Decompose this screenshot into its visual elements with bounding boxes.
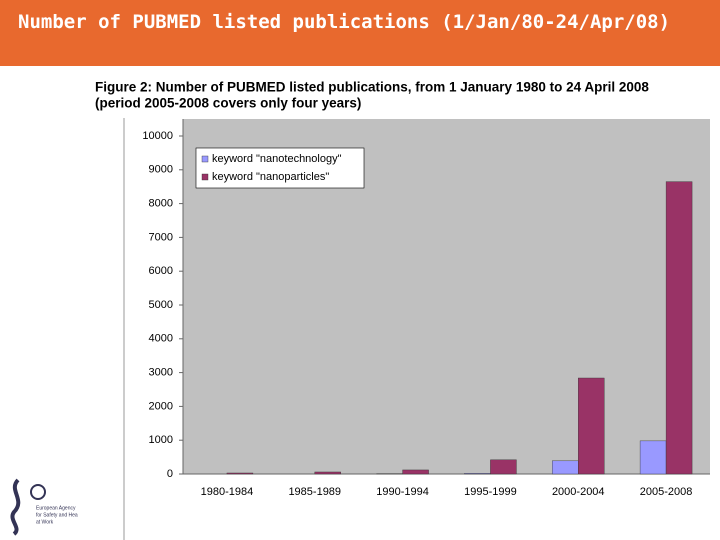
y-tick-label: 4000 [149, 333, 173, 345]
bar [402, 469, 429, 475]
y-tick-label: 0 [167, 468, 173, 480]
y-tick-label: 9000 [149, 164, 173, 176]
bar [665, 181, 693, 475]
x-tick-label: 1985-1989 [288, 486, 341, 498]
y-tick-label: 2000 [149, 400, 173, 412]
bar [552, 460, 579, 475]
y-tick-label: 1000 [149, 434, 173, 446]
caption: (period 2005-2008 covers only four years… [95, 96, 361, 111]
legend-swatch [201, 173, 209, 181]
y-tick-label: 3000 [149, 367, 173, 379]
logo-text: European Agency [36, 505, 76, 511]
legend-label: keyword "nanoparticles" [212, 171, 329, 183]
logo: European Agency for Safety and Hea at Wo… [10, 478, 78, 536]
legend-label: keyword "nanotechnology" [212, 153, 342, 165]
bar [464, 473, 491, 475]
logo-text: for Safety and Hea [36, 512, 78, 518]
bar [226, 472, 254, 475]
y-tick-label: 7000 [149, 231, 173, 243]
x-tick-label: 1995-1999 [464, 486, 517, 498]
bar [490, 459, 517, 475]
y-tick-label: 8000 [149, 198, 173, 210]
x-tick-label: 2000-2004 [552, 486, 605, 498]
caption: Figure 2: Number of PUBMED listed public… [95, 80, 649, 95]
x-tick-label: 1990-1994 [376, 486, 429, 498]
x-tick-label: 1980-1984 [201, 486, 254, 498]
y-tick-label: 10000 [142, 130, 173, 142]
y-tick-label: 5000 [149, 299, 173, 311]
slide-title: Number of PUBMED listed publications (1/… [18, 11, 671, 33]
legend-box [195, 147, 365, 189]
legend-swatch [201, 155, 209, 163]
y-tick-label: 6000 [149, 265, 173, 277]
logo-mark [10, 478, 21, 536]
title-banner [0, 0, 720, 66]
logo-text: at Work [36, 519, 54, 525]
x-tick-label: 2005-2008 [640, 486, 693, 498]
bar [578, 377, 605, 475]
bar [314, 471, 341, 475]
bar [639, 440, 667, 475]
logo-mark [30, 484, 46, 500]
